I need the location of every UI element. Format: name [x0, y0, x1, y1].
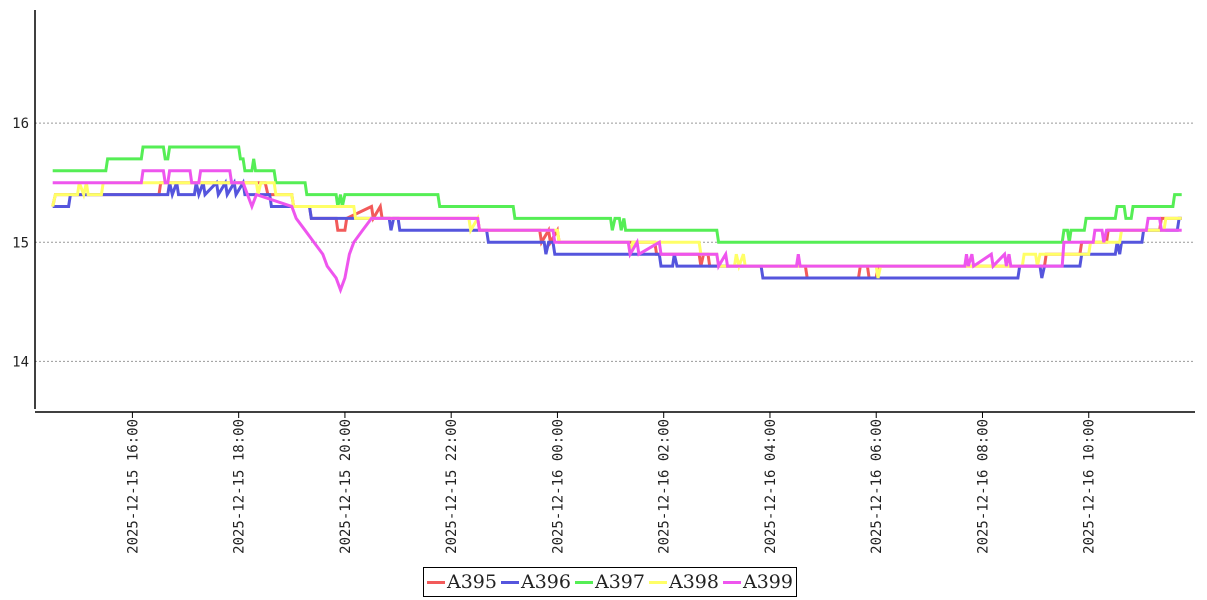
series-line-a397 — [52, 145, 1182, 244]
legend-label: A399 — [743, 571, 793, 593]
x-tick-label: 2025-12-16 04:00 — [763, 419, 779, 554]
y-tick-labels: 14 15 16 — [12, 116, 29, 370]
x-tick-label: 2025-12-15 16:00 — [125, 419, 141, 554]
series-lines — [51, 145, 1182, 295]
legend-label: A398 — [669, 571, 719, 593]
legend-item-a396: A396 — [501, 571, 571, 593]
x-tick-label: 2025-12-16 10:00 — [1082, 419, 1098, 554]
legend-swatch — [649, 580, 667, 584]
x-tick-label: 2025-12-15 18:00 — [232, 419, 248, 554]
legend-swatch — [427, 580, 445, 584]
x-tick-label: 2025-12-15 22:00 — [444, 419, 460, 554]
legend-label: A396 — [521, 571, 571, 593]
x-tick-label: 2025-12-16 08:00 — [975, 419, 991, 554]
series-line-a396 — [52, 178, 1182, 280]
legend-label: A397 — [595, 571, 645, 593]
series-line-a395 — [51, 181, 1182, 280]
legend: A395 A396 A397 A398 A399 — [423, 567, 797, 597]
legend-swatch — [501, 580, 519, 584]
legend-label: A395 — [447, 571, 497, 593]
series-line-a399 — [52, 169, 1182, 295]
x-tick-label: 2025-12-16 06:00 — [869, 419, 885, 554]
series-line-a398 — [51, 181, 1182, 279]
y-tick-label: 14 — [12, 354, 29, 370]
legend-item-a399: A399 — [723, 571, 793, 593]
legend-item-a397: A397 — [575, 571, 645, 593]
y-tick-label: 15 — [12, 235, 29, 251]
x-tick-label: 2025-12-15 20:00 — [338, 419, 354, 554]
y-tick-label: 16 — [12, 116, 29, 132]
x-tick-label: 2025-12-16 02:00 — [657, 419, 673, 554]
legend-swatch — [575, 580, 593, 584]
x-tick-labels: 2025-12-15 16:00 2025-12-15 18:00 2025-12-… — [125, 412, 1098, 554]
legend-item-a398: A398 — [649, 571, 719, 593]
x-tick-label: 2025-12-16 00:00 — [550, 419, 566, 554]
legend-item-a395: A395 — [427, 571, 497, 593]
legend-swatch — [723, 580, 741, 584]
